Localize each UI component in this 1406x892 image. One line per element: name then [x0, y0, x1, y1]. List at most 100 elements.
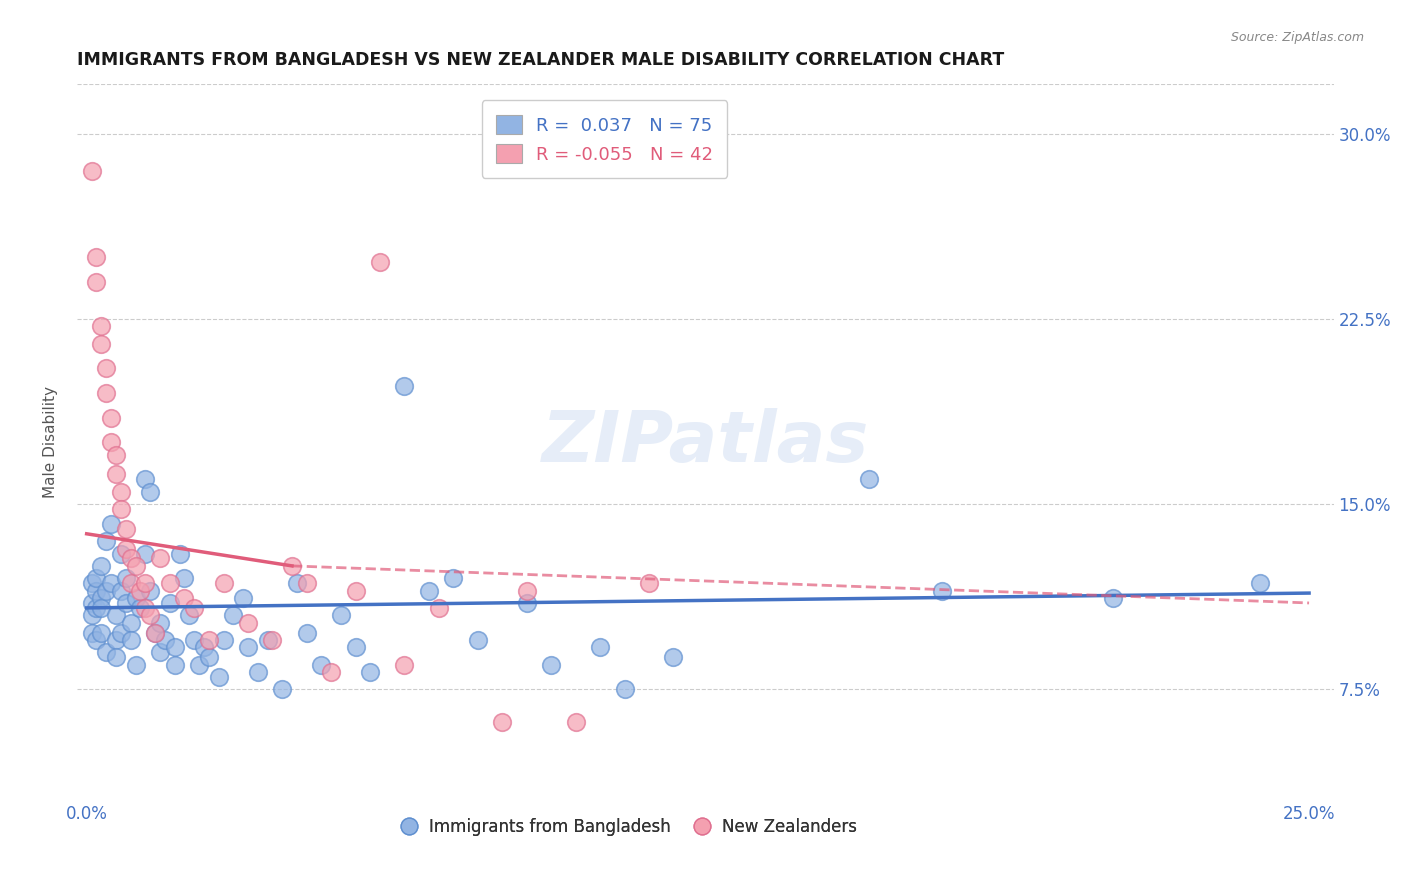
Point	[110, 502, 132, 516]
Point	[80, 625, 103, 640]
Point	[183, 633, 205, 648]
Point	[120, 551, 142, 566]
Y-axis label: Male Disability: Male Disability	[44, 386, 58, 499]
Point	[104, 650, 127, 665]
Point	[183, 601, 205, 615]
Point	[104, 608, 127, 623]
Point	[149, 615, 172, 630]
Point	[114, 571, 136, 585]
Point	[638, 576, 661, 591]
Point	[100, 410, 122, 425]
Point	[1249, 576, 1271, 591]
Point	[139, 484, 162, 499]
Point	[143, 625, 166, 640]
Point	[516, 583, 538, 598]
Point	[295, 576, 318, 591]
Point	[188, 657, 211, 672]
Point	[589, 640, 612, 655]
Point	[232, 591, 254, 605]
Point	[114, 541, 136, 556]
Point	[110, 547, 132, 561]
Point	[124, 657, 146, 672]
Point	[159, 576, 181, 591]
Point	[193, 640, 215, 655]
Point	[120, 615, 142, 630]
Point	[124, 558, 146, 573]
Text: IMMIGRANTS FROM BANGLADESH VS NEW ZEALANDER MALE DISABILITY CORRELATION CHART: IMMIGRANTS FROM BANGLADESH VS NEW ZEALAN…	[77, 51, 1004, 69]
Point	[169, 547, 191, 561]
Point	[96, 361, 118, 376]
Point	[246, 665, 269, 680]
Point	[100, 516, 122, 531]
Point	[344, 640, 367, 655]
Point	[129, 583, 152, 598]
Text: ZIPatlas: ZIPatlas	[541, 408, 869, 477]
Point	[90, 319, 112, 334]
Point	[295, 625, 318, 640]
Point	[90, 336, 112, 351]
Point	[441, 571, 464, 585]
Point	[359, 665, 381, 680]
Point	[153, 633, 176, 648]
Point	[139, 583, 162, 598]
Point	[100, 435, 122, 450]
Point	[149, 551, 172, 566]
Point	[159, 596, 181, 610]
Point	[134, 472, 156, 486]
Point	[134, 547, 156, 561]
Point	[1102, 591, 1125, 605]
Point	[394, 378, 416, 392]
Point	[281, 558, 304, 573]
Point	[96, 645, 118, 659]
Point	[564, 714, 586, 729]
Point	[931, 583, 953, 598]
Point	[104, 467, 127, 482]
Point	[329, 608, 352, 623]
Point	[100, 576, 122, 591]
Point	[163, 657, 186, 672]
Point	[120, 633, 142, 648]
Point	[80, 596, 103, 610]
Legend: Immigrants from Bangladesh, New Zealanders: Immigrants from Bangladesh, New Zealande…	[395, 811, 865, 842]
Point	[86, 583, 108, 598]
Point	[198, 650, 221, 665]
Point	[173, 571, 195, 585]
Point	[86, 633, 108, 648]
Point	[96, 583, 118, 598]
Point	[90, 601, 112, 615]
Point	[114, 596, 136, 610]
Point	[212, 576, 235, 591]
Point	[90, 591, 112, 605]
Point	[143, 625, 166, 640]
Point	[96, 386, 118, 401]
Point	[80, 163, 103, 178]
Point	[173, 591, 195, 605]
Point	[114, 522, 136, 536]
Point	[208, 670, 231, 684]
Point	[110, 625, 132, 640]
Point	[198, 633, 221, 648]
Point	[613, 682, 636, 697]
Point	[368, 255, 391, 269]
Point	[179, 608, 201, 623]
Point	[222, 608, 245, 623]
Point	[86, 275, 108, 289]
Point	[96, 534, 118, 549]
Point	[344, 583, 367, 598]
Point	[86, 250, 108, 264]
Point	[120, 576, 142, 591]
Point	[540, 657, 562, 672]
Point	[321, 665, 343, 680]
Point	[86, 601, 108, 615]
Point	[858, 472, 880, 486]
Point	[516, 596, 538, 610]
Point	[662, 650, 685, 665]
Point	[236, 615, 259, 630]
Point	[236, 640, 259, 655]
Point	[212, 633, 235, 648]
Point	[80, 608, 103, 623]
Point	[90, 558, 112, 573]
Point	[491, 714, 513, 729]
Point	[418, 583, 440, 598]
Point	[285, 576, 308, 591]
